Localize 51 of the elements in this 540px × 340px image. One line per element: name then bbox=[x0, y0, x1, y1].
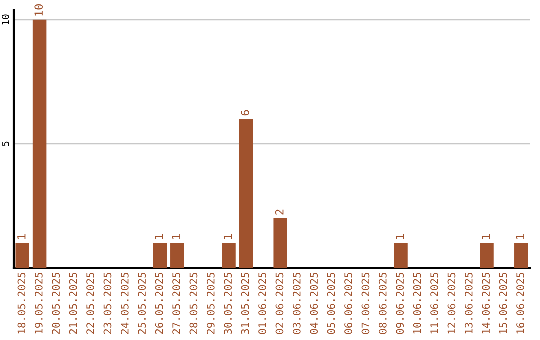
x-tick-label: 11.06.2025 bbox=[430, 273, 438, 334]
x-tick-label: 24.05.2025 bbox=[120, 273, 129, 334]
x-tick-label: 05.06.2025 bbox=[327, 273, 336, 334]
bar bbox=[480, 243, 494, 268]
x-tick-label: 20.05.2025 bbox=[52, 273, 60, 334]
data-label: 1 bbox=[155, 234, 164, 240]
x-tick-label: 12.06.2025 bbox=[448, 273, 456, 334]
data-label: 10 bbox=[34, 4, 44, 16]
data-label: 2 bbox=[275, 210, 284, 215]
x-tick-label: 22.05.2025 bbox=[86, 273, 94, 334]
x-tick-label: 03.06.2025 bbox=[292, 273, 301, 334]
bar bbox=[514, 243, 528, 268]
x-tick-label: 14.06.2025 bbox=[482, 273, 490, 334]
x-tick-label: 16.06.2025 bbox=[516, 273, 524, 334]
x-tick-label: 02.06.2025 bbox=[276, 273, 284, 334]
data-label: 1 bbox=[516, 234, 524, 240]
bar bbox=[239, 119, 254, 268]
x-tick-label: 04.06.2025 bbox=[310, 273, 318, 334]
data-label: 1 bbox=[396, 234, 404, 240]
x-tick-label: 21.05.2025 bbox=[69, 273, 78, 334]
y-tick-label: 5 bbox=[2, 142, 10, 146]
x-tick-label: 27.05.2025 bbox=[172, 273, 180, 334]
data-label: 6 bbox=[241, 110, 250, 116]
x-tick-label: 30.05.2025 bbox=[224, 273, 232, 334]
data-label: 1 bbox=[224, 234, 232, 240]
bar bbox=[274, 218, 288, 268]
x-tick-label: 07.06.2025 bbox=[362, 273, 370, 334]
x-tick-label: 23.05.2025 bbox=[104, 273, 112, 334]
data-label: 1 bbox=[172, 234, 180, 240]
bar bbox=[222, 243, 236, 268]
x-tick-label: 08.06.2025 bbox=[378, 273, 387, 334]
x-tick-label: 26.05.2025 bbox=[155, 273, 164, 334]
x-tick-label: 31.05.2025 bbox=[241, 273, 250, 334]
x-tick-label: 09.06.2025 bbox=[396, 273, 404, 334]
x-tick-label: 29.05.2025 bbox=[206, 273, 215, 334]
x-tick-label: 15.06.2025 bbox=[499, 273, 508, 334]
bar bbox=[394, 243, 408, 268]
x-tick-label: 13.06.2025 bbox=[464, 273, 473, 334]
x-tick-label: 18.05.2025 bbox=[18, 273, 26, 334]
bar bbox=[16, 243, 30, 268]
x-tick-label: 10.06.2025 bbox=[413, 273, 422, 334]
x-tick-label: 01.06.2025 bbox=[258, 273, 266, 334]
x-tick-label: 28.05.2025 bbox=[190, 273, 198, 334]
bar bbox=[32, 20, 47, 268]
data-label: 1 bbox=[18, 234, 26, 240]
bar bbox=[170, 243, 184, 268]
bar bbox=[153, 243, 168, 268]
x-tick-label: 06.06.2025 bbox=[344, 273, 352, 334]
x-tick-label: 25.05.2025 bbox=[138, 273, 146, 334]
data-label: 1 bbox=[482, 234, 490, 240]
x-tick-label: 19.05.2025 bbox=[34, 273, 43, 334]
